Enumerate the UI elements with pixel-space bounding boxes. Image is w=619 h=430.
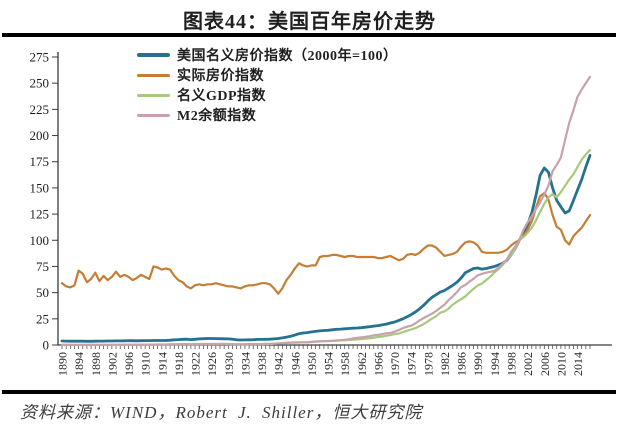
- x-axis-label: 1938: [255, 352, 269, 376]
- legend-swatch: [137, 93, 170, 97]
- source-note: 资料来源：WIND，Robert J. Shiller，恒大研究院: [20, 403, 423, 422]
- x-axis-label: 1942: [272, 352, 286, 376]
- x-axis-label: 2010: [554, 352, 568, 376]
- x-axis-label: 1918: [172, 352, 186, 376]
- x-axis-label: 1894: [72, 352, 86, 376]
- x-axis-label: 1914: [155, 352, 169, 376]
- x-axis-label: 1986: [455, 352, 469, 376]
- x-axis-label: 2006: [538, 352, 552, 376]
- y-axis-label: 175: [30, 154, 50, 169]
- x-axis-label: 1922: [189, 352, 203, 376]
- x-axis-label: 1954: [322, 352, 336, 376]
- legend-swatch: [137, 53, 170, 57]
- y-axis-label: 100: [30, 233, 50, 248]
- series-line-1: [60, 192, 592, 295]
- x-axis-label: 1898: [89, 352, 103, 376]
- x-axis-label: 1982: [438, 352, 452, 376]
- x-axis-label: 1970: [388, 352, 402, 376]
- legend-label: 实际房价指数: [177, 69, 264, 84]
- legend-row: M2余额指数: [137, 105, 397, 125]
- x-axis-label: 1994: [488, 352, 502, 376]
- series-line-3: [60, 75, 592, 346]
- legend-row: 名义GDP指数: [137, 85, 397, 105]
- series-line-0: [60, 153, 592, 343]
- y-axis-label: 225: [30, 102, 50, 117]
- x-axis-label: 1910: [139, 352, 153, 376]
- x-axis-label: 1946: [288, 352, 302, 376]
- x-axis-label: 1934: [238, 352, 252, 376]
- y-axis-label: 275: [30, 50, 50, 65]
- x-axis-label: 2014: [571, 352, 585, 376]
- x-axis-label: 1950: [305, 352, 319, 376]
- x-axis-label: 1902: [105, 352, 119, 376]
- series-line-2: [60, 149, 592, 346]
- y-axis-label: 25: [36, 311, 49, 326]
- x-axis-label: 1906: [122, 352, 136, 376]
- chart-title: 图表44：美国百年房价走势: [183, 11, 436, 33]
- legend-label: M2余额指数: [177, 109, 257, 124]
- y-axis-label: 250: [30, 76, 50, 91]
- x-axis-label: 1974: [405, 352, 419, 376]
- y-axis-label: 50: [36, 285, 49, 300]
- x-axis-label: 1958: [338, 352, 352, 376]
- x-axis-label: 1890: [56, 352, 70, 376]
- x-axis-label: 1990: [471, 352, 485, 376]
- y-axis-label: 0: [43, 338, 50, 353]
- y-axis-label: 125: [30, 207, 50, 222]
- x-axis-label: 1930: [222, 352, 236, 376]
- legend-row: 实际房价指数: [137, 65, 397, 85]
- x-axis-label: 1962: [355, 352, 369, 376]
- top-divider: [2, 33, 616, 37]
- x-axis-label: 1926: [205, 352, 219, 376]
- x-axis-label: 1998: [505, 352, 519, 376]
- legend-label: 美国名义房价指数（2000年=100）: [177, 49, 398, 64]
- x-axis-label: 2002: [521, 352, 535, 376]
- y-axis-label: 200: [30, 128, 50, 143]
- x-axis-label: 1966: [371, 352, 385, 376]
- legend-swatch: [137, 73, 170, 77]
- legend-row: 美国名义房价指数（2000年=100）: [137, 45, 397, 65]
- x-axis-label: 1978: [421, 352, 435, 376]
- legend-label: 名义GDP指数: [177, 89, 267, 104]
- bottom-divider: [2, 390, 616, 394]
- legend-swatch: [137, 113, 170, 117]
- chart-legend: 美国名义房价指数（2000年=100） 实际房价指数 名义GDP指数 M2余额指数: [137, 45, 397, 125]
- y-axis-label: 150: [30, 180, 50, 195]
- y-axis-label: 75: [36, 259, 49, 274]
